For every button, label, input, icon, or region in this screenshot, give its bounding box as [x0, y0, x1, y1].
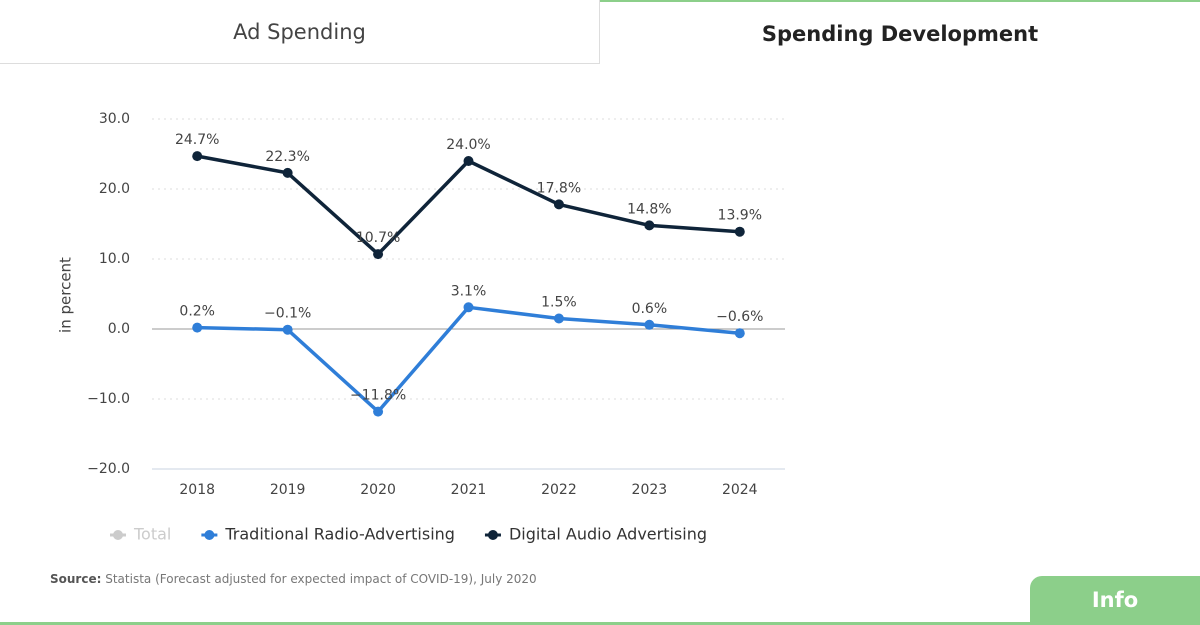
y-tick-label: −10.0 — [87, 391, 130, 407]
data-point — [192, 151, 203, 162]
data-point — [463, 302, 474, 313]
data-label: −0.6% — [716, 309, 763, 325]
y-tick-label: −20.0 — [87, 461, 130, 477]
data-label: 0.2% — [179, 304, 215, 320]
legend-label[interactable]: Digital Audio Advertising — [509, 525, 707, 544]
series-line — [197, 305, 740, 414]
y-tick-label: 20.0 — [99, 181, 130, 197]
y-axis-title: in percent — [57, 257, 75, 333]
source-label: Source: — [50, 572, 102, 586]
legend-label[interactable]: Traditional Radio-Advertising — [224, 525, 455, 544]
data-label: 10.7% — [356, 230, 400, 246]
legend-label[interactable]: Total — [133, 525, 171, 544]
data-point — [734, 226, 745, 237]
x-tick-label: 2020 — [360, 482, 396, 498]
y-tick-label: 10.0 — [99, 251, 130, 267]
divider — [0, 622, 1200, 625]
data-point — [373, 406, 384, 417]
source: Source: Statista (Forecast adjusted for … — [50, 572, 537, 586]
tab-active[interactable]: Spending Development — [600, 0, 1200, 64]
info-button[interactable]: Info — [1030, 576, 1200, 625]
data-point — [282, 167, 293, 178]
data-label: 14.8% — [627, 201, 671, 217]
data-point — [463, 156, 474, 166]
data-point — [553, 313, 564, 324]
data-point — [644, 319, 655, 330]
legend-marker — [487, 530, 498, 540]
x-tick-label: 2019 — [270, 482, 306, 498]
x-tick-label: 2018 — [179, 482, 215, 498]
data-point — [192, 322, 203, 333]
data-label: 3.1% — [451, 283, 487, 299]
y-tick-label: 0.0 — [108, 321, 130, 337]
data-label: 0.6% — [632, 301, 668, 317]
x-tick-label: 2023 — [632, 482, 668, 498]
data-point — [553, 199, 564, 210]
data-label: 22.3% — [265, 149, 309, 165]
x-tick-label: 2021 — [451, 482, 487, 498]
data-label: 24.7% — [175, 132, 219, 148]
data-label: −11.8% — [350, 388, 406, 404]
data-point — [734, 328, 745, 339]
data-label: 24.0% — [446, 137, 490, 153]
tab[interactable]: Ad Spending — [0, 0, 600, 64]
x-tick-label: 2022 — [541, 482, 577, 498]
data-label: −0.1% — [264, 306, 311, 322]
data-point — [644, 220, 655, 231]
data-point — [282, 324, 293, 335]
data-label: 17.8% — [537, 180, 581, 196]
data-label: 13.9% — [718, 208, 762, 224]
y-tick-label: 30.0 — [99, 111, 130, 127]
source-text: Statista (Forecast adjusted for expected… — [105, 572, 537, 586]
legend-marker — [204, 530, 215, 540]
data-label: 1.5% — [541, 295, 577, 311]
x-tick-label: 2024 — [722, 482, 758, 498]
legend-marker — [113, 530, 123, 540]
data-point — [373, 249, 384, 260]
